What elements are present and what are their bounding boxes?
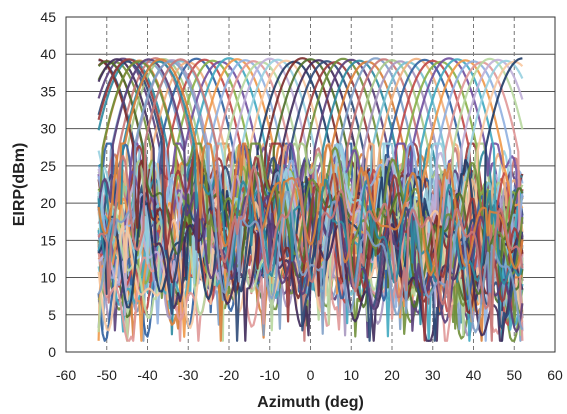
ticks-layer: 0 5 10 15 20 25 30 35 40 45 -60 -50 -40 -30 -20 -10 0 10 2… (40, 9, 563, 383)
x-tick-label: 20 (384, 367, 400, 383)
series-line (97, 60, 524, 282)
y-tick-label: 5 (48, 307, 56, 323)
plot-border (65, 16, 556, 353)
series-line (97, 58, 524, 342)
y-tick-label: 40 (40, 46, 56, 62)
y-tick-label: 45 (40, 9, 56, 25)
series-line (97, 58, 524, 333)
x-tick-label: 30 (425, 367, 441, 383)
y-tick-label: 10 (40, 270, 56, 286)
y-tick-label: 0 (48, 344, 56, 360)
y-tick-label: 25 (40, 158, 56, 174)
x-tick-label: -10 (260, 367, 280, 383)
x-tick-label: 10 (343, 367, 359, 383)
y-tick-label: 30 (40, 121, 56, 137)
series-line (97, 60, 524, 335)
x-tick-label: 50 (506, 367, 522, 383)
x-tick-label: -40 (137, 367, 157, 383)
x-tick-label: -20 (219, 367, 239, 383)
series-layer (97, 57, 524, 342)
x-tick-label: 60 (547, 367, 563, 383)
x-tick-label: 0 (307, 367, 315, 383)
y-tick-label: 35 (40, 83, 56, 99)
x-tick-label: 40 (466, 367, 482, 383)
x-tick-label: -30 (178, 367, 198, 383)
x-axis-title: Azimuth (deg) (257, 394, 364, 411)
y-tick-label: 20 (40, 195, 56, 211)
y-axis-title: EIRP(dBm) (11, 143, 28, 227)
y-tick-label: 15 (40, 232, 56, 248)
x-tick-label: -60 (56, 367, 76, 383)
x-tick-label: -50 (97, 367, 117, 383)
series-line (97, 58, 524, 277)
